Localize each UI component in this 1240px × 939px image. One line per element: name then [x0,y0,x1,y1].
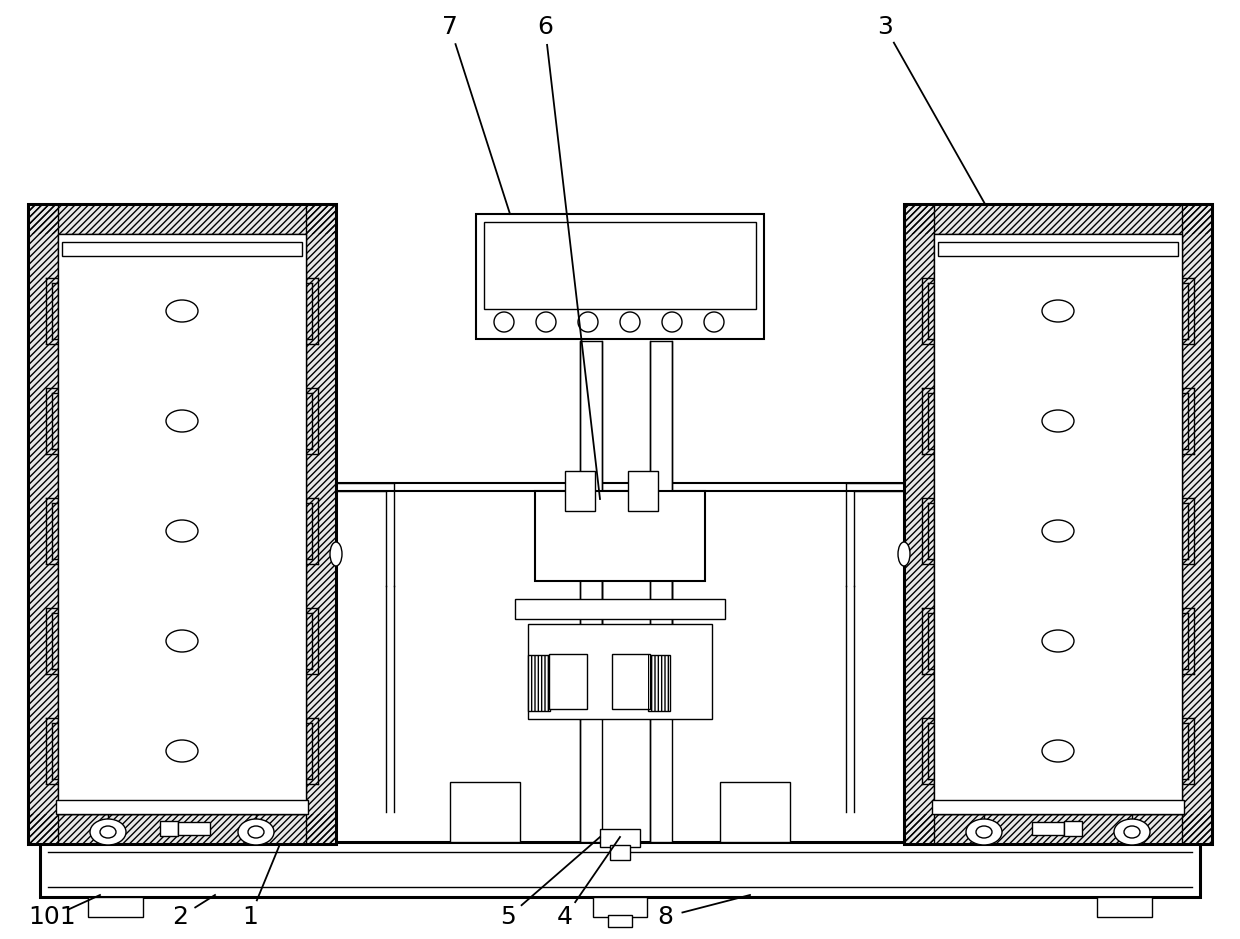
Ellipse shape [1114,819,1149,845]
Bar [650,341,672,842]
Bar [29,204,336,844]
Bar [904,204,934,844]
Ellipse shape [330,542,342,566]
Text: 3: 3 [877,15,893,39]
Bar [720,782,790,842]
Ellipse shape [100,826,117,838]
Ellipse shape [238,819,274,845]
Bar [306,204,336,844]
Ellipse shape [1042,740,1074,762]
Bar [58,234,306,814]
Ellipse shape [1042,300,1074,322]
Bar [29,814,336,844]
Ellipse shape [578,312,598,332]
Ellipse shape [898,542,910,566]
Bar [62,242,303,256]
Ellipse shape [1042,410,1074,432]
Bar [610,845,630,860]
Bar [904,814,1211,844]
Text: 6: 6 [537,15,553,39]
Bar [40,842,1200,897]
Bar [450,782,520,842]
Bar [904,814,1211,844]
Bar [29,204,58,844]
Bar [1182,204,1211,844]
Ellipse shape [704,312,724,332]
Bar [904,204,1211,234]
Bar [549,654,587,709]
Ellipse shape [166,300,198,322]
Bar [937,242,1178,256]
Bar [88,897,143,917]
Bar [565,471,595,511]
Bar [476,214,764,339]
Ellipse shape [1042,520,1074,542]
Ellipse shape [166,410,198,432]
Bar [29,204,58,844]
Bar [904,204,934,844]
Bar [613,654,650,709]
Bar [649,655,670,711]
Bar [56,800,308,814]
Bar [160,821,179,836]
Text: 7: 7 [443,15,458,39]
Bar [528,655,551,711]
Text: 8: 8 [657,905,673,929]
Text: 2: 2 [172,905,188,929]
Bar [904,204,1211,234]
Ellipse shape [662,312,682,332]
Bar [306,204,336,844]
Bar [580,341,601,842]
Ellipse shape [166,740,198,762]
Ellipse shape [248,826,264,838]
Bar [904,204,1211,844]
Bar [528,624,712,719]
Bar [534,491,706,581]
Bar [627,471,658,511]
Ellipse shape [976,826,992,838]
Text: 1: 1 [242,905,258,929]
Ellipse shape [1123,826,1140,838]
Bar [528,655,551,711]
Bar [484,222,756,309]
Bar [1182,204,1211,844]
Bar [1064,821,1083,836]
Ellipse shape [966,819,1002,845]
Ellipse shape [1042,630,1074,652]
Bar [608,915,632,927]
Bar [515,599,725,619]
Ellipse shape [166,630,198,652]
Bar [179,822,210,835]
Bar [29,204,336,234]
Ellipse shape [91,819,126,845]
Bar [593,897,647,917]
Ellipse shape [536,312,556,332]
Bar [29,204,336,234]
Bar [1097,897,1152,917]
Ellipse shape [494,312,515,332]
Bar [932,800,1184,814]
Ellipse shape [166,520,198,542]
Bar [649,655,670,711]
Bar [1032,822,1064,835]
Bar [934,234,1182,814]
Text: 101: 101 [29,905,76,929]
Ellipse shape [620,312,640,332]
Text: 4: 4 [557,905,573,929]
Bar [600,829,640,847]
Text: 5: 5 [500,905,516,929]
Bar [29,814,336,844]
